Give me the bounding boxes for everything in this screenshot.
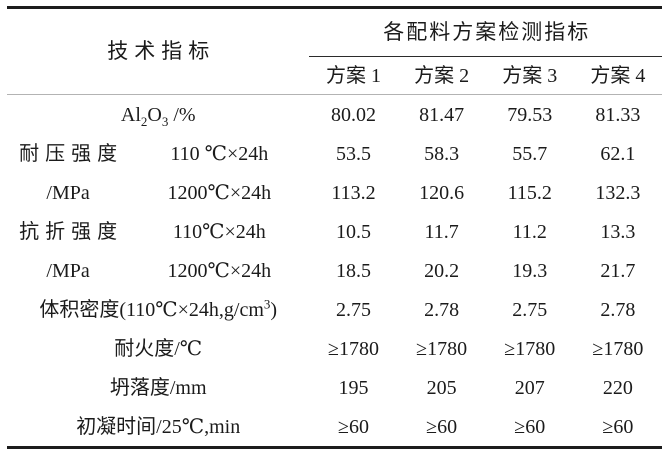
column-header-scheme-1: 方案 1 bbox=[309, 56, 398, 95]
value-cell: 81.33 bbox=[595, 103, 641, 126]
value-cell: 11.7 bbox=[424, 220, 459, 243]
value-cell: ≥60 bbox=[426, 415, 458, 438]
value-cell: 2.78 bbox=[600, 298, 636, 321]
row-condition: 110 ℃×24h bbox=[170, 142, 269, 165]
header-group-title: 各配料方案检测指标 bbox=[309, 7, 662, 57]
column-header-scheme-4: 方案 4 bbox=[573, 56, 662, 95]
table-row-initial-setting-time: 初凝时间/25℃,min ≥60 ≥60 ≥60 ≥60 bbox=[7, 407, 662, 448]
value-cell: 21.7 bbox=[600, 259, 636, 282]
value-cell: 81.47 bbox=[419, 103, 465, 126]
table-row-flexural-1200: /MPa 1200℃×24h 18.5 20.2 19.3 21.7 bbox=[7, 251, 662, 290]
row-label-flexural: 抗折强度 bbox=[19, 220, 124, 243]
value-cell: ≥60 bbox=[338, 415, 369, 438]
value-cell: 58.3 bbox=[424, 142, 460, 165]
value-cell: 80.02 bbox=[331, 103, 376, 126]
value-cell: 207 bbox=[514, 376, 545, 399]
header-group-row: 技术指标 各配料方案检测指标 bbox=[7, 7, 662, 95]
table-row-compressive-1200: /MPa 1200℃×24h 113.2 120.6 115.2 132.3 bbox=[7, 173, 662, 212]
value-cell: 62.1 bbox=[600, 142, 636, 165]
column-header-scheme-3: 方案 3 bbox=[485, 56, 574, 95]
value-cell: 10.5 bbox=[336, 220, 371, 243]
value-cell: ≥60 bbox=[514, 415, 546, 438]
row-label-bulk-density: 体积密度(110℃×24h,g/cm3) bbox=[7, 290, 309, 329]
value-cell: 18.5 bbox=[336, 259, 371, 282]
value-cell: ≥60 bbox=[602, 415, 634, 438]
value-cell: 113.2 bbox=[331, 181, 376, 204]
value-cell: 2.75 bbox=[512, 298, 548, 321]
value-cell: 2.75 bbox=[336, 298, 371, 321]
table-row-bulk-density: 体积密度(110℃×24h,g/cm3) 2.75 2.78 2.75 2.78 bbox=[7, 290, 662, 329]
table-row-flexural-110: 抗折强度 110℃×24h 10.5 11.7 11.2 13.3 bbox=[7, 212, 662, 251]
table-row-slump: 坍落度/mm 195 205 207 220 bbox=[7, 368, 662, 407]
value-cell: ≥1780 bbox=[328, 337, 379, 360]
value-cell: ≥1780 bbox=[592, 337, 644, 360]
value-cell: 205 bbox=[426, 376, 457, 399]
value-cell: 2.78 bbox=[424, 298, 460, 321]
value-cell: 11.2 bbox=[512, 220, 547, 243]
row-label-slump: 坍落度/mm bbox=[109, 376, 207, 399]
row-label-compressive: 耐压强度 bbox=[19, 142, 124, 165]
paper-table-page: 技术指标 各配料方案检测指标 方案 1 方案 2 方案 3 方案 4 Al2O3… bbox=[0, 6, 669, 464]
value-cell: 220 bbox=[602, 376, 633, 399]
table-row-alumina: Al2O3 /% 80.02 81.47 79.53 81.33 bbox=[7, 95, 662, 135]
table-row-compressive-110: 耐压强度 110 ℃×24h 53.5 58.3 55.7 62.1 bbox=[7, 134, 662, 173]
row-label-refractoriness: 耐火度/℃ bbox=[114, 337, 203, 360]
value-cell: 115.2 bbox=[507, 181, 552, 204]
table-row-refractoriness: 耐火度/℃ ≥1780 ≥1780 ≥1780 ≥1780 bbox=[7, 329, 662, 368]
row-condition: 1200℃×24h bbox=[167, 259, 272, 282]
value-cell: 132.3 bbox=[595, 181, 641, 204]
row-label-alumina: Al2O3 /% bbox=[7, 95, 309, 135]
alumina-formula: Al2O3 /% bbox=[120, 103, 196, 129]
row-condition: 1200℃×24h bbox=[167, 181, 272, 204]
value-cell: ≥1780 bbox=[504, 337, 556, 360]
value-cell: 53.5 bbox=[336, 142, 371, 165]
value-cell: 79.53 bbox=[507, 103, 553, 126]
header-tech-indicators: 技术指标 bbox=[7, 7, 310, 95]
value-cell: 55.7 bbox=[512, 142, 548, 165]
column-header-scheme-2: 方案 2 bbox=[397, 56, 486, 95]
value-cell: 19.3 bbox=[512, 259, 548, 282]
specs-table: 技术指标 各配料方案检测指标 方案 1 方案 2 方案 3 方案 4 Al2O3… bbox=[7, 6, 662, 449]
row-label-unit-mpa: /MPa bbox=[46, 181, 90, 204]
value-cell: 20.2 bbox=[424, 259, 460, 282]
row-condition: 110℃×24h bbox=[172, 220, 266, 243]
row-label-unit-mpa: /MPa bbox=[46, 259, 90, 282]
value-cell: 195 bbox=[338, 376, 369, 399]
row-label-setting-time: 初凝时间/25℃,min bbox=[76, 415, 241, 438]
value-cell: ≥1780 bbox=[416, 337, 468, 360]
header-scheme-row: 方案 1 方案 2 方案 3 方案 4 bbox=[7, 56, 662, 95]
value-cell: 120.6 bbox=[419, 181, 465, 204]
value-cell: 13.3 bbox=[600, 220, 636, 243]
density-label: 体积密度(110℃×24h,g/cm3) bbox=[39, 295, 278, 321]
